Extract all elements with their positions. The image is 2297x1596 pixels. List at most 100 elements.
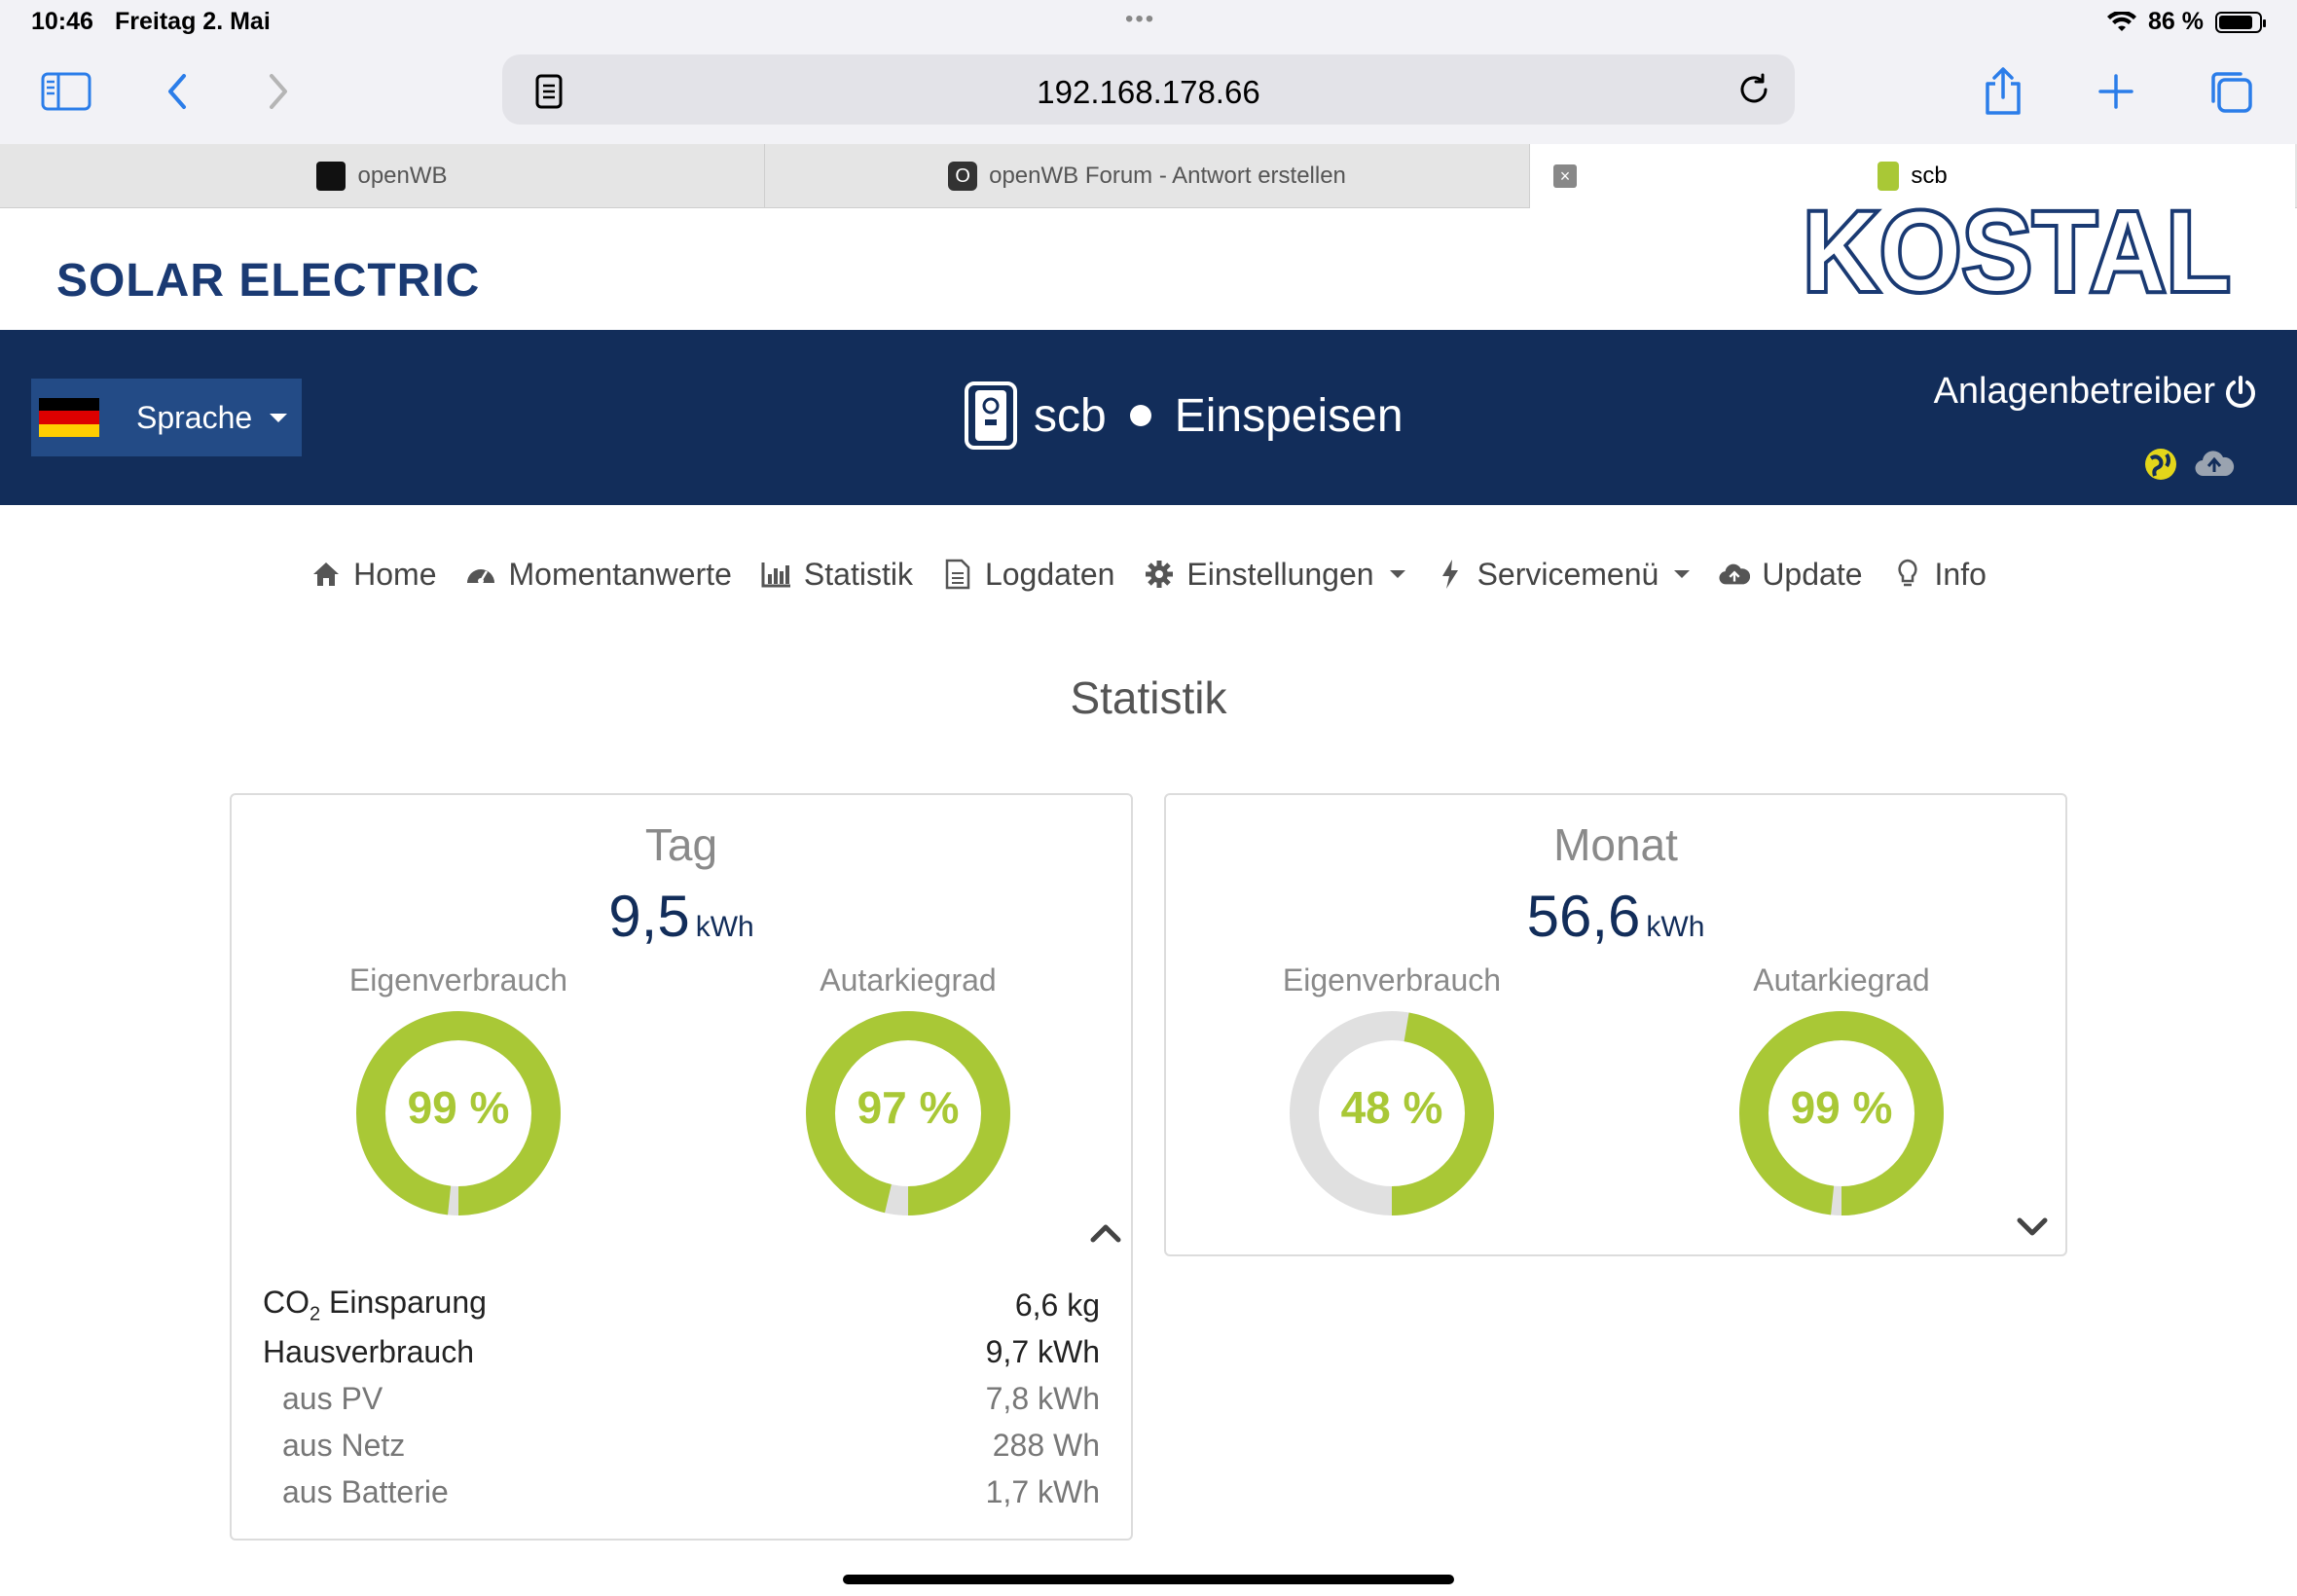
autarkie-label: Autarkiegrad bbox=[820, 962, 997, 998]
tab-overview-icon[interactable] bbox=[2202, 62, 2260, 121]
hausverbrauch-value: 9,7 kWh bbox=[985, 1333, 1100, 1369]
scb-favicon-icon bbox=[1878, 162, 1900, 191]
status-right: 86 % bbox=[2107, 8, 2266, 36]
stat-row-pv: aus PV 7,8 kWh bbox=[263, 1375, 1100, 1422]
stat-row-hausverbrauch: Hausverbrauch 9,7 kWh bbox=[263, 1328, 1100, 1375]
autarkie-gauge: 99 % bbox=[1739, 1011, 1944, 1215]
nav-einstellungen-label: Einstellungen bbox=[1186, 556, 1374, 592]
operator-logout[interactable]: Anlagenbetreiber bbox=[1934, 371, 2258, 413]
nav-momentanwerte-label: Momentanwerte bbox=[508, 556, 732, 592]
netz-label: aus Netz bbox=[282, 1427, 406, 1463]
netz-value: 288 Wh bbox=[992, 1427, 1100, 1463]
nav-servicemenu-label: Servicemenü bbox=[1477, 556, 1659, 592]
reload-icon[interactable] bbox=[1732, 68, 1775, 111]
donut-chart bbox=[806, 1011, 1010, 1215]
back-icon[interactable] bbox=[148, 62, 206, 121]
address-bar[interactable]: 192.168.178.66 bbox=[502, 54, 1795, 125]
pv-label: aus PV bbox=[282, 1380, 383, 1416]
collapse-chevron-up-icon[interactable] bbox=[1086, 1214, 1125, 1252]
share-icon[interactable] bbox=[1974, 62, 2032, 121]
donut-value-arc bbox=[356, 1011, 561, 1215]
total-value: 9,5 bbox=[608, 884, 690, 949]
co2-label: CO2 Einsparung bbox=[263, 1284, 487, 1325]
operator-label: Anlagenbetreiber bbox=[1933, 371, 2215, 412]
nav-statistik[interactable]: Statistik bbox=[761, 557, 913, 593]
nav-home-label: Home bbox=[353, 556, 437, 592]
new-tab-icon[interactable] bbox=[2087, 62, 2145, 121]
ios-status-bar: 10:46 Freitag 2. Mai ••• 86 % bbox=[0, 0, 2297, 45]
forward-icon[interactable] bbox=[249, 62, 308, 121]
home-indicator[interactable] bbox=[843, 1575, 1454, 1584]
brand-header: SOLAR ELECTRIC KOSTAL KOSTAL bbox=[0, 185, 2297, 330]
month-card: Monat 56,6 kWh Eigenverbrauch 48 % Autark… bbox=[1164, 793, 2067, 1256]
eigenverbrauch-label: Eigenverbrauch bbox=[348, 962, 568, 998]
device-title: scb Einspeisen bbox=[964, 381, 1404, 451]
tab-openwb-forum[interactable]: O openWB Forum - Antwort erstellen bbox=[765, 144, 1530, 208]
language-dropdown[interactable]: Sprache bbox=[31, 379, 302, 456]
german-flag-icon bbox=[39, 398, 99, 437]
card-title: Monat bbox=[1553, 819, 1678, 870]
openwb-favicon-icon bbox=[316, 162, 346, 191]
card-title: Tag bbox=[644, 819, 718, 870]
eigenverbrauch-label: Eigenverbrauch bbox=[1282, 962, 1502, 998]
nav-momentanwerte[interactable]: Momentanwerte bbox=[465, 556, 732, 593]
gauge-percent: 48 % bbox=[1340, 1082, 1443, 1133]
chevron-down-icon bbox=[1674, 570, 1691, 578]
browser-toolbar: 192.168.178.66 bbox=[0, 45, 2297, 144]
battery-fill bbox=[2219, 15, 2253, 29]
power-icon bbox=[2226, 375, 2255, 408]
wifi-icon bbox=[2107, 11, 2137, 31]
nav-home[interactable]: Home bbox=[310, 557, 436, 593]
eigenverbrauch-gauge: 48 % bbox=[1290, 1011, 1494, 1215]
multitask-dots-icon[interactable]: ••• bbox=[1125, 6, 1156, 32]
sidebar-toggle-icon[interactable] bbox=[37, 62, 95, 121]
reader-icon[interactable] bbox=[529, 72, 568, 111]
nav-info-label: Info bbox=[1934, 556, 1987, 592]
day-card: Tag 9,5 kWh Eigenverbrauch 99 % Autarkieg… bbox=[230, 793, 1133, 1541]
status-time: 10:46 bbox=[31, 8, 93, 35]
chevron-down-icon bbox=[270, 413, 288, 422]
tab-scb[interactable]: × scb bbox=[1530, 144, 2295, 208]
device-name: scb bbox=[1034, 389, 1107, 442]
device-state: Einspeisen bbox=[1174, 389, 1404, 442]
nav-statistik-label: Statistik bbox=[803, 556, 913, 592]
close-tab-icon[interactable]: × bbox=[1553, 164, 1577, 188]
globe-icon bbox=[2145, 449, 2176, 480]
nav-update-label: Update bbox=[1762, 556, 1863, 592]
cloud-upload-icon bbox=[2195, 451, 2235, 477]
inverter-icon bbox=[965, 381, 1017, 450]
stat-row-co2: CO2 Einsparung 6,6 kg bbox=[263, 1282, 1100, 1328]
tab-openwb[interactable]: openWB bbox=[0, 144, 765, 208]
brand-solar-electric: SOLAR ELECTRIC bbox=[56, 255, 481, 307]
lightning-icon bbox=[1435, 559, 1466, 590]
nav-einstellungen[interactable]: Einstellungen bbox=[1144, 556, 1405, 593]
co2-value: 6,6 kg bbox=[1014, 1287, 1100, 1323]
status-dot bbox=[1129, 405, 1151, 426]
nav-servicemenu[interactable]: Servicemenü bbox=[1435, 557, 1691, 593]
nav-info[interactable]: Info bbox=[1892, 557, 1987, 593]
batterie-value: 1,7 kWh bbox=[985, 1473, 1100, 1509]
gear-icon bbox=[1144, 559, 1175, 590]
connection-status bbox=[2143, 447, 2235, 482]
stats-table: CO2 Einsparung 6,6 kg Hausverbrauch 9,7 … bbox=[263, 1282, 1100, 1515]
donut-value-arc bbox=[806, 1011, 1010, 1215]
stat-row-batterie: aus Batterie 1,7 kWh bbox=[263, 1469, 1100, 1515]
expand-chevron-down-icon[interactable] bbox=[2013, 1208, 2052, 1247]
document-icon bbox=[942, 559, 973, 590]
device-bar: Sprache scb Einspeisen Anlagenbetreiber bbox=[0, 330, 2297, 505]
total-unit: kWh bbox=[1646, 911, 1705, 943]
bar-chart-icon bbox=[761, 559, 792, 590]
donut-chart bbox=[1739, 1011, 1944, 1215]
page-title: Statistik bbox=[1070, 672, 1227, 723]
donut-value-arc bbox=[1290, 1011, 1494, 1215]
nav-logdaten[interactable]: Logdaten bbox=[942, 557, 1114, 593]
tab-label: openWB Forum - Antwort erstellen bbox=[989, 163, 1346, 189]
main-nav: Home Momentanwerte Statistik Logdaten Ei… bbox=[0, 545, 2297, 603]
battery-icon bbox=[2215, 11, 2266, 33]
battery-percent: 86 % bbox=[2148, 8, 2204, 35]
svg-text:KOSTAL: KOSTAL bbox=[1803, 201, 2231, 308]
nav-update[interactable]: Update bbox=[1719, 556, 1863, 593]
batterie-label: aus Batterie bbox=[282, 1473, 449, 1509]
total-unit: kWh bbox=[695, 911, 754, 943]
tab-label: openWB bbox=[357, 163, 448, 189]
